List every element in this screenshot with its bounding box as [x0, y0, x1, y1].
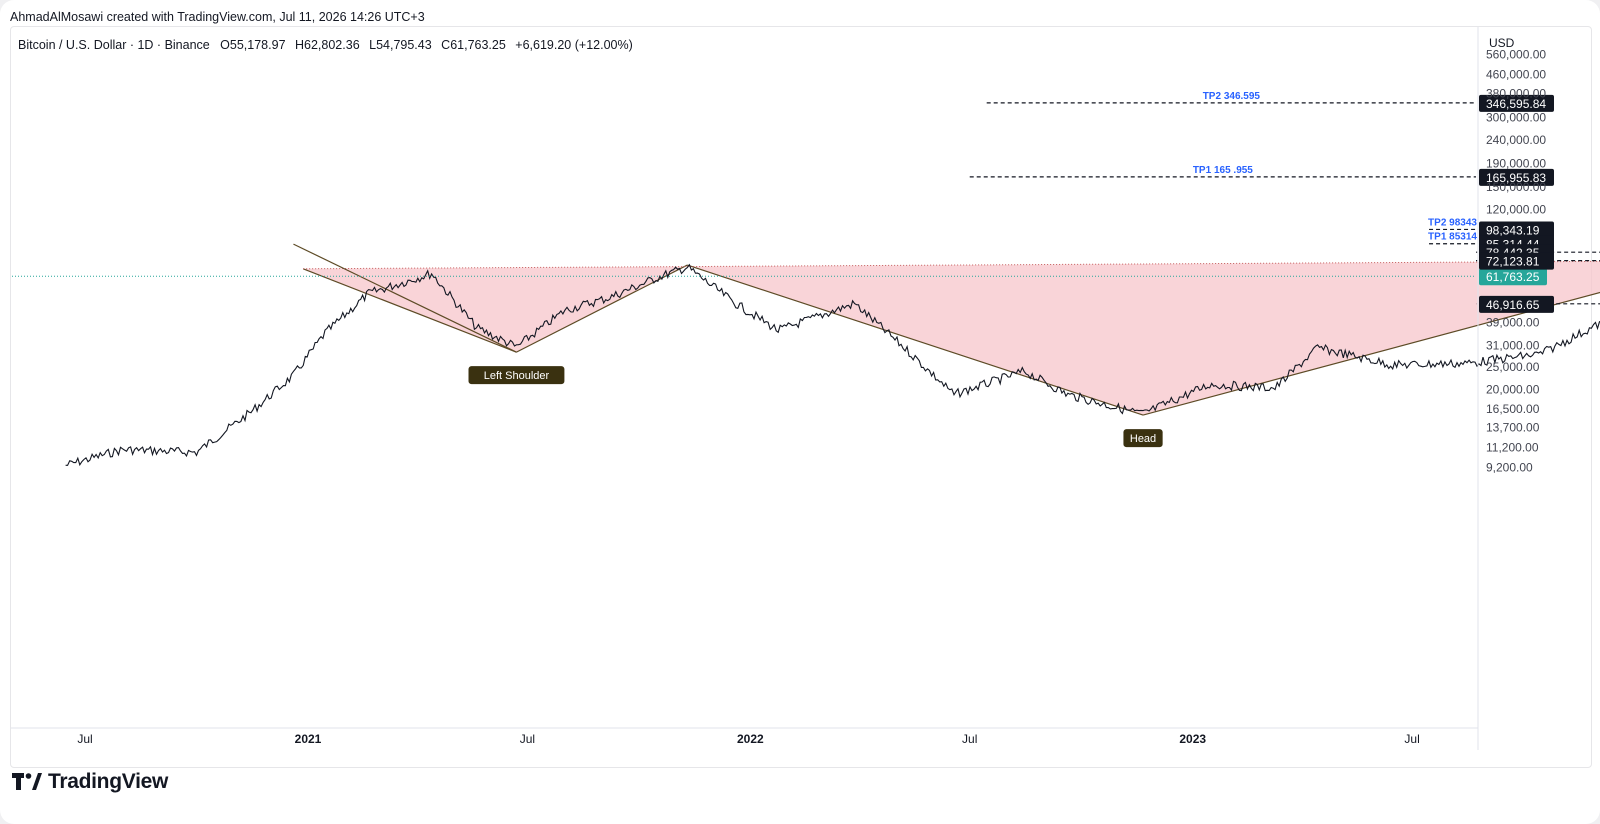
pattern-edge	[687, 264, 1144, 416]
y-tick-label: 560,000.00	[1486, 48, 1546, 62]
chart-panel[interactable]	[10, 26, 1592, 768]
y-tick-label: 150,000.00	[1486, 180, 1546, 194]
level-layer: TP2 346.595 346,595.84 TP1 165 .955 165,955…	[969, 91, 1600, 313]
price-series-line	[65, 263, 1600, 467]
level-price-tag	[1479, 252, 1554, 270]
x-tick-label: Jul	[1404, 732, 1419, 746]
tradingview-logo[interactable]: TradingView	[12, 770, 168, 794]
y-tick-label: 13,700.00	[1486, 420, 1540, 434]
y-tick-label: 240,000.00	[1486, 133, 1546, 147]
pattern-edge	[1142, 291, 1600, 416]
last-price-label: 61,763.25	[1486, 270, 1540, 284]
level-price-tag-label: 98,343.19	[1486, 223, 1540, 237]
change-value: +6,619.20 (+12.00%)	[515, 38, 633, 52]
y-tick-label: 11,200.00	[1486, 441, 1539, 455]
level-price-tag	[1479, 94, 1554, 112]
pattern-fill	[303, 261, 1600, 416]
low-value: 54,795.43	[376, 38, 432, 52]
pattern-label: Left Shoulder	[484, 370, 550, 382]
y-tick-label: 39,000.00	[1486, 315, 1540, 329]
x-tick-label: 2023	[1179, 732, 1206, 746]
y-tick-label: 16,500.00	[1486, 402, 1540, 416]
level-price-tag	[1479, 295, 1554, 313]
high-value: 62,802.36	[304, 38, 360, 52]
symbol-title: Bitcoin / U.S. Dollar · 1D · Binance	[18, 38, 210, 52]
y-tick-label: 25,000.00	[1486, 360, 1540, 374]
x-tick-label: 2022	[737, 732, 764, 746]
y-tick-label: 20,000.00	[1486, 382, 1540, 396]
y-tick-label: 460,000.00	[1486, 67, 1546, 81]
level-price-tag	[1479, 168, 1554, 186]
y-tick-label: 31,000.00	[1486, 338, 1540, 352]
pattern-label-box	[468, 366, 565, 385]
pattern-edge	[302, 268, 517, 353]
y-tick-label: 190,000.00	[1486, 156, 1546, 170]
low-label: L	[369, 38, 377, 52]
level-price-tag	[1479, 221, 1554, 239]
y-tick-label: 380,000.00	[1486, 87, 1546, 101]
y-tick-label: 9,200.00	[1486, 461, 1533, 475]
high-label: H	[295, 38, 305, 52]
level-label: TP2 98343	[1428, 217, 1477, 228]
open-value: 55,178.97	[229, 38, 286, 52]
close-label: C	[441, 38, 451, 52]
level-price-tag-label: 346,595.84	[1486, 97, 1546, 111]
y-tick-label: 300,000.00	[1486, 110, 1546, 124]
level-label: TP1 85314	[1428, 232, 1477, 243]
price-layer: 61,763.25	[12, 263, 1600, 467]
close-value: 61,763.25	[450, 38, 506, 52]
level-label: TP1 165 .955	[1193, 165, 1253, 176]
x-tick-label: Jul	[520, 732, 535, 746]
level-label: TP2 346.595	[1203, 91, 1261, 102]
pattern-layer	[293, 243, 1600, 416]
x-tick-label: Jul	[962, 732, 977, 746]
open-label: O	[220, 38, 230, 52]
trend-line	[293, 243, 517, 353]
tradingview-logo-icon	[12, 773, 42, 790]
last-price-tag	[1479, 268, 1547, 286]
level-price-tag-label: 165,955.83	[1486, 171, 1546, 185]
pattern-label: Head	[1130, 433, 1156, 445]
author-line: AhmadAlMosawi created with TradingView.c…	[10, 10, 425, 24]
level-price-tag-label: 46,916.65	[1486, 298, 1540, 312]
symbol-ohlc-bar: Bitcoin / U.S. Dollar · 1D · Binance O55…	[18, 38, 633, 52]
level-price-tag-label: 72,123.81	[1486, 255, 1540, 269]
y-tick-label: 120,000.00	[1486, 202, 1546, 216]
pattern-label-box	[1123, 429, 1163, 448]
currency-label: USD	[1489, 36, 1515, 50]
x-tick-label: Jul	[77, 732, 92, 746]
brand-name: TradingView	[48, 770, 169, 793]
neckline	[303, 260, 1600, 270]
x-tick-label: 2021	[295, 732, 322, 746]
annotation-layer: Left ShoulderHeadRight Shoulder	[468, 366, 1163, 448]
